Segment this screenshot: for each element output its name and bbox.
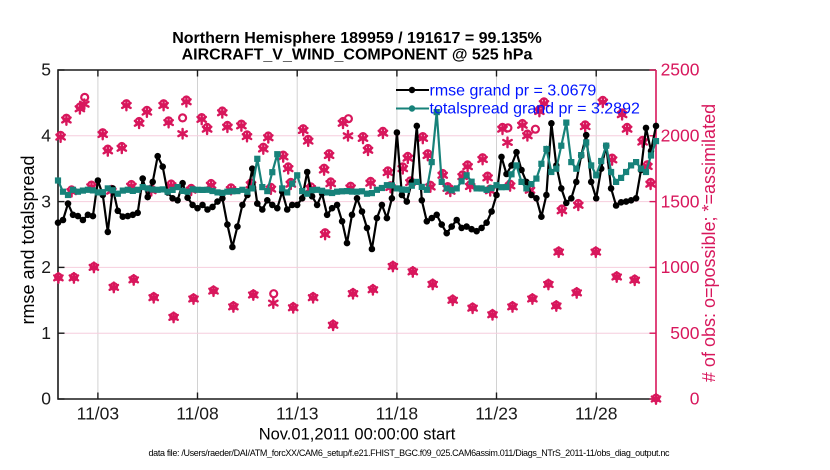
svg-text:3: 3 bbox=[41, 191, 51, 211]
svg-text:rmse grand pr = 3.0679: rmse grand pr = 3.0679 bbox=[430, 83, 597, 100]
svg-text:11/28: 11/28 bbox=[575, 404, 618, 424]
svg-text:data file: /Users/raeder/DAI/A: data file: /Users/raeder/DAI/ATM_forcXX/… bbox=[149, 448, 671, 458]
svg-text:11/18: 11/18 bbox=[376, 404, 419, 424]
svg-text:11/13: 11/13 bbox=[276, 404, 319, 424]
svg-text:# of obs: o=possible; *=assimi: # of obs: o=possible; *=assimilated bbox=[699, 104, 719, 382]
svg-text:Nov.01,2011 00:00:00 start: Nov.01,2011 00:00:00 start bbox=[259, 426, 456, 444]
svg-text:2500: 2500 bbox=[661, 60, 700, 80]
svg-text:500: 500 bbox=[670, 323, 699, 343]
svg-text:1000: 1000 bbox=[661, 257, 700, 277]
svg-text:0: 0 bbox=[690, 389, 700, 409]
svg-text:5: 5 bbox=[41, 60, 51, 80]
svg-text:1: 1 bbox=[41, 323, 51, 343]
svg-text:totalspread grand pr = 3.2892: totalspread grand pr = 3.2892 bbox=[430, 101, 640, 118]
svg-text:11/23: 11/23 bbox=[475, 404, 518, 424]
svg-text:rmse and totalspread: rmse and totalspread bbox=[18, 155, 38, 324]
svg-text:11/08: 11/08 bbox=[176, 404, 219, 424]
svg-text:1500: 1500 bbox=[661, 191, 700, 211]
svg-text:0: 0 bbox=[41, 389, 51, 409]
svg-text:4: 4 bbox=[41, 126, 51, 146]
svg-text:Northern Hemisphere 189959 / 1: Northern Hemisphere 189959 / 191617 = 99… bbox=[172, 30, 542, 47]
svg-text:2: 2 bbox=[41, 257, 51, 277]
svg-text:2000: 2000 bbox=[661, 126, 700, 146]
svg-text:AIRCRAFT_V_WIND_COMPONENT @ 52: AIRCRAFT_V_WIND_COMPONENT @ 525 hPa bbox=[182, 47, 533, 64]
svg-text:11/03: 11/03 bbox=[77, 404, 120, 424]
